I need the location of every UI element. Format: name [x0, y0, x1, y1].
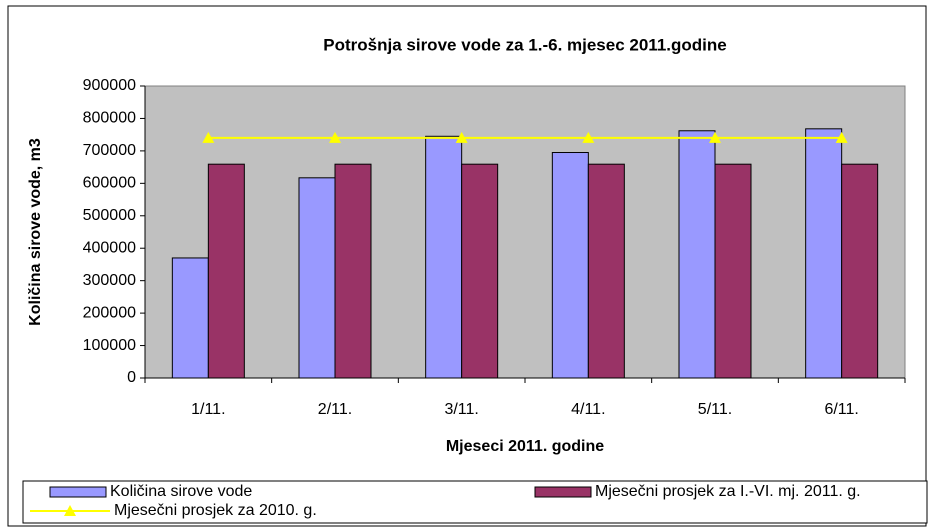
x-tick-label: 3/11. [444, 401, 478, 418]
y-tick-label: 200000 [83, 304, 136, 321]
y-tick-label: 100000 [83, 337, 136, 354]
bar [714, 163, 752, 379]
line-marker [709, 131, 721, 143]
bar [207, 163, 245, 379]
line-marker [329, 131, 341, 143]
legend-swatch [534, 486, 592, 498]
y-tick-label: 700000 [83, 142, 136, 159]
legend-label: Količina sirove vode [110, 483, 252, 500]
line-marker [582, 131, 595, 143]
x-tick-label: 1/11. [191, 401, 225, 418]
bar [678, 130, 716, 379]
bar [841, 163, 879, 379]
y-tick-label: 900000 [83, 77, 136, 94]
legend-swatch [49, 486, 107, 498]
legend-marker [64, 505, 76, 516]
y-tick-label: 400000 [83, 239, 136, 256]
bar [298, 177, 336, 379]
bar [587, 163, 625, 379]
legend-label: Mjesečni prosjek za 2010. g. [114, 502, 317, 519]
x-tick-label: 2/11. [318, 401, 352, 418]
bar [171, 257, 209, 379]
bar [334, 163, 372, 379]
x-tick-label: 4/11. [571, 401, 605, 418]
line-marker [835, 131, 848, 143]
line-marker [202, 131, 215, 143]
y-axis-label: Količina sirove vode, m3 [27, 138, 44, 326]
bar [551, 152, 589, 379]
x-tick-label: 6/11. [824, 401, 858, 418]
line-marker [455, 131, 468, 143]
bar [805, 128, 843, 379]
x-axis-label: Mjeseci 2011. godine [446, 438, 604, 455]
plot-area [144, 85, 906, 379]
bar [425, 135, 463, 379]
x-tick-label: 5/11. [698, 401, 732, 418]
chart-title: Potrošnja sirove vode za 1.-6. mjesec 20… [323, 35, 726, 54]
bar [461, 163, 499, 379]
legend-box [22, 480, 928, 524]
y-tick-label: 600000 [83, 175, 136, 192]
legend-label: Mjesečni prosjek za I.-VI. mj. 2011. g. [595, 483, 861, 500]
y-tick-label: 300000 [83, 272, 136, 289]
y-tick-label: 500000 [83, 207, 136, 224]
y-tick-label: 0 [127, 369, 136, 386]
y-tick-label: 800000 [83, 110, 136, 127]
